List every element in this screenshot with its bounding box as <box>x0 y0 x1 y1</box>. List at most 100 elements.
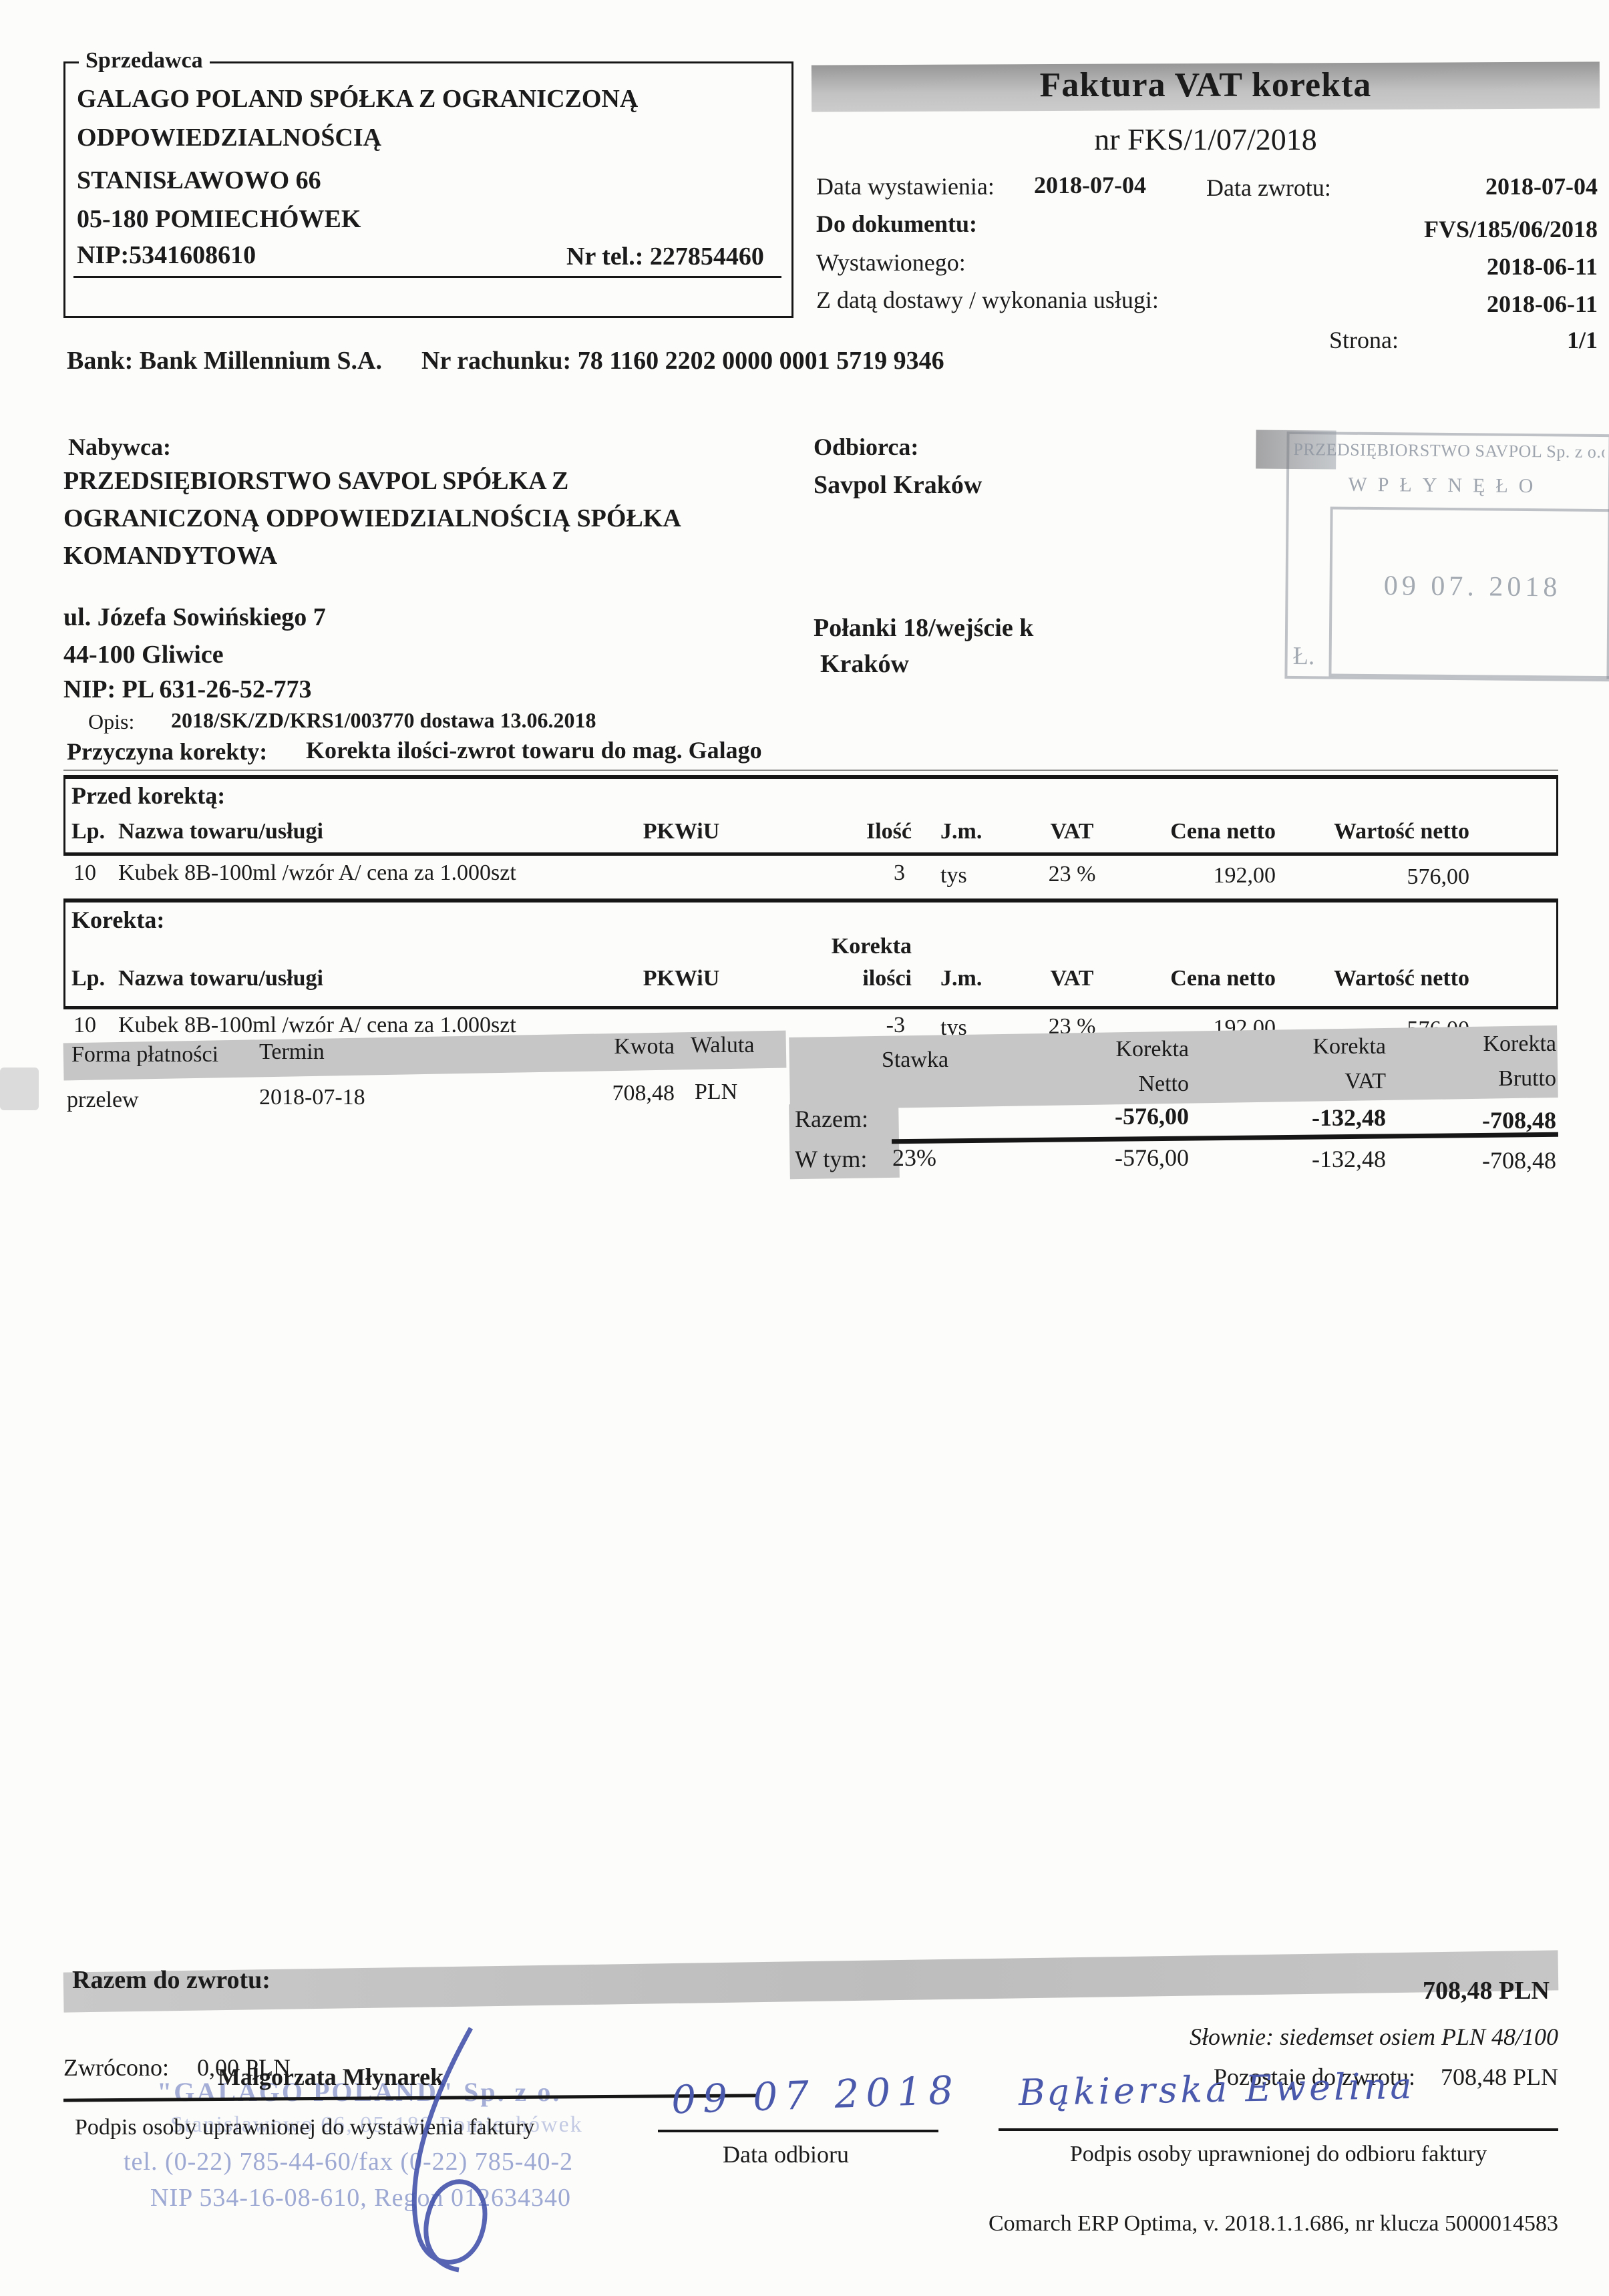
payment-amount-header: Kwota <box>614 1034 675 1059</box>
issue-date-label: Data wystawienia: <box>816 173 995 200</box>
page-value: 1/1 <box>1566 327 1598 353</box>
cell-price: 192,00 <box>1213 863 1276 888</box>
totals-bar <box>63 1950 1559 2013</box>
vat-brutto-header-line1: Korekta <box>1483 1031 1556 1056</box>
stamp-mark: Ł. <box>1292 641 1315 671</box>
stamp-company-line: PRZEDSIĘBIORSTWO SAVPOL Sp. z o.o. S <box>1293 439 1605 462</box>
cell2-name: Kubek 8B-100ml /wzór A/ cena za 1.000szt <box>118 1013 516 1037</box>
bank-account-value: 78 1160 2202 0000 0001 5719 9346 <box>577 347 944 375</box>
issuer-stamp-line3: tel. (0-22) 785-44-60/fax (0-22) 785-40-… <box>124 2148 574 2176</box>
col2-value: Wartość netto <box>1333 966 1469 991</box>
scan-artifact <box>0 1068 39 1110</box>
col2-pkwiu: PKWiU <box>643 966 720 991</box>
payment-currency-header: Waluta <box>691 1033 755 1057</box>
buyer-city: 44-100 Gliwice <box>63 641 224 669</box>
vat-summary-total-line <box>891 1132 1559 1144</box>
receipt-date-line <box>658 2130 938 2132</box>
reason-label: Przyczyna korekty: <box>67 738 268 765</box>
col-jm: J.m. <box>940 819 982 844</box>
issuer-caption: Podpis osoby uprawnionej do wystawienia … <box>75 2115 535 2140</box>
totals-razem-label: Razem do zwrotu: <box>72 1966 271 1994</box>
cell2-qty: -3 <box>886 1013 905 1037</box>
to-document-label: Do dokumentu: <box>816 210 978 237</box>
vat-razem-vat: -132,48 <box>1312 1104 1386 1131</box>
col2-qty-line2: ilości <box>862 966 912 991</box>
vat-netto-header-line1: Korekta <box>1115 1037 1189 1061</box>
issuer-name: Małgorzata Młynarek <box>217 2064 444 2090</box>
payment-term-header: Termin <box>259 1039 325 1064</box>
seller-box-divider <box>73 276 781 278</box>
vat-wtym-rate: 23% <box>892 1144 936 1171</box>
vat-rate-header: Stawka <box>881 1047 949 1072</box>
receiver-signature-line <box>999 2128 1558 2131</box>
seller-nip: NIP:5341608610 <box>77 241 256 269</box>
col-name: Nazwa towaru/usługi <box>118 819 323 844</box>
vat-vat-header-line1: Korekta <box>1312 1034 1386 1059</box>
table-correction-box <box>63 898 1558 1009</box>
delivery-date-value: 2018-06-11 <box>1487 291 1598 317</box>
handwritten-receipt-date: 09 07 2018 <box>670 2067 961 2123</box>
to-document-value: FVS/185/06/2018 <box>1423 216 1598 242</box>
buyer-nip: NIP: PL 631-26-52-773 <box>63 675 312 703</box>
table-before-ghost-line <box>63 770 1558 771</box>
handwritten-receiver-signature: Bąkierska Ewelina <box>1018 2064 1416 2114</box>
seller-phone-label: Nr tel.: <box>566 242 644 271</box>
payment-currency-value: PLN <box>695 1080 738 1104</box>
totals-zwrocono: Zwrócono: 0,00 PLN <box>63 2054 291 2082</box>
issued-date-value: 2018-06-11 <box>1487 253 1598 280</box>
col-value: Wartość netto <box>1333 819 1469 844</box>
seller-box <box>63 61 793 318</box>
pozostaje-label: Pozostaje do zwrotu: <box>1214 2064 1415 2090</box>
payment-form-header: Forma płatności <box>71 1042 219 1067</box>
buyer-name-line2: OGRANICZONĄ ODPOWIEDZIALNOŚCIĄ SPÓŁKA <box>63 504 681 532</box>
vat-wtym-label: W tym: <box>795 1146 868 1172</box>
invoice-number: nr FKS/1/07/2018 <box>1094 122 1317 156</box>
seller-address-line2: 05-180 POMIECHÓWEK <box>77 205 361 233</box>
opis-label: Opis: <box>88 709 135 733</box>
return-date-value: 2018-07-04 <box>1485 173 1598 200</box>
vat-vat-header-line2: VAT <box>1345 1069 1386 1094</box>
col-lp: Lp. <box>71 819 106 844</box>
totals-pozostaje: Pozostaje do zwrotu: 708,48 PLN <box>1002 2063 1558 2091</box>
col2-lp: Lp. <box>71 966 106 991</box>
table-before-box <box>63 775 1558 856</box>
col2-jm: J.m. <box>940 966 982 991</box>
cell-vat: 23 % <box>1048 862 1096 886</box>
col-vat: VAT <box>1050 819 1094 844</box>
buyer-label: Nabywca: <box>68 434 171 460</box>
payment-term-value: 2018-07-18 <box>259 1085 365 1110</box>
signature-scribble <box>411 2027 488 2273</box>
buyer-street: ul. Józefa Sowińskiego 7 <box>63 603 326 631</box>
cell-name: Kubek 8B-100ml /wzór A/ cena za 1.000szt <box>118 860 516 885</box>
return-date-label: Data zwrotu: <box>1206 174 1331 201</box>
stamp-received-word: WPŁYNĘŁO <box>1348 473 1544 498</box>
cell-jm: tys <box>940 863 967 888</box>
opis-value: 2018/SK/ZD/KRS1/003770 dostawa 13.06.201… <box>171 708 596 732</box>
zwrocono-value: 0,00 PLN <box>196 2054 291 2081</box>
col2-price: Cena netto <box>1170 966 1276 991</box>
vat-brutto-header-line2: Brutto <box>1498 1066 1556 1091</box>
seller-name-line2: ODPOWIEDZIALNOŚCIĄ <box>77 124 382 152</box>
bank-account-label: Nr rachunku: <box>421 347 572 375</box>
receiver-label: Odbiorca: <box>814 434 919 460</box>
issuer-stamp-line1: "GALAGO POLAND" Sp. z o. <box>157 2077 562 2107</box>
receipt-date-caption: Data odbioru <box>723 2141 849 2168</box>
vat-netto-header-line2: Netto <box>1138 1072 1189 1096</box>
col-qty: Ilość <box>866 819 912 844</box>
receiver-name: Savpol Kraków <box>814 471 982 499</box>
issue-date-value: 2018-07-04 <box>1034 172 1146 198</box>
buyer-name-line3: KOMANDYTOWA <box>63 542 278 570</box>
bank-label: Bank: <box>67 347 134 375</box>
receiver-city: Kraków <box>820 650 909 678</box>
delivery-label: Z datą dostawy / wykonania usługi: <box>816 287 1159 313</box>
receiver-street: Połanki 18/wejście k <box>814 614 1034 642</box>
issuer-stamp-line2: Stanisławowo 66, 05-180 Pomiechówek <box>170 2112 583 2137</box>
seller-legend: Sprzedawca <box>79 48 210 73</box>
cell-qty: 3 <box>894 860 905 885</box>
totals-razem-value: 708,48 PLN <box>1423 1977 1550 2005</box>
cell-lp: 10 <box>73 860 96 885</box>
buyer-name-line1: PRZEDSIĘBIORSTWO SAVPOL SPÓŁKA Z <box>63 467 569 495</box>
vat-wtym-netto: -576,00 <box>1115 1144 1189 1171</box>
issuer-stamp-line4: NIP 534-16-08-610, Regon 012634340 <box>150 2184 571 2212</box>
